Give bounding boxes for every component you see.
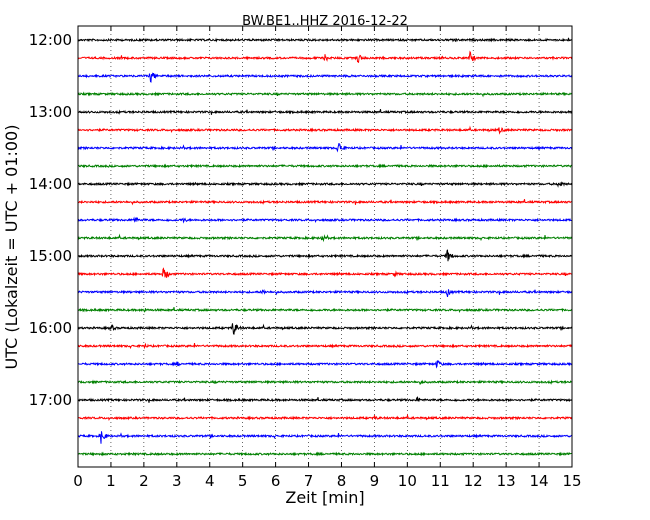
traces xyxy=(77,37,573,457)
x-tick-label: 11 xyxy=(431,472,450,490)
trace-1530 xyxy=(77,288,573,298)
grid-lines xyxy=(110,26,540,467)
trace-1645 xyxy=(77,379,573,385)
x-tick-label: 8 xyxy=(337,472,347,490)
y-axis-label: UTC (Lokalzeit = UTC + 01:00) xyxy=(2,125,21,370)
x-tick-label: 1 xyxy=(106,472,116,490)
trace-1315 xyxy=(77,125,573,135)
trace-1215 xyxy=(77,50,573,63)
x-tick-label: 12 xyxy=(464,472,483,490)
x-tick-label: 3 xyxy=(172,472,182,490)
trace-1715 xyxy=(77,413,573,421)
trace-1515 xyxy=(77,267,573,279)
trace-1230 xyxy=(77,72,573,83)
x-axis-ticks: 0 1 2 3 4 5 6 7 8 9 10 11 12 13 14 15 xyxy=(73,26,582,490)
trace-1330 xyxy=(77,143,573,153)
x-tick-label: 9 xyxy=(370,472,380,490)
x-tick-label: 5 xyxy=(238,472,248,490)
trace-1245 xyxy=(77,91,573,98)
chart-title: BW.BE1..HHZ 2016-12-22 xyxy=(242,14,408,29)
trace-1600 xyxy=(77,323,573,335)
trace-1545 xyxy=(77,307,573,313)
x-tick-label: 6 xyxy=(271,472,281,490)
y-axis-ticks: 12:00 13:00 14:00 15:00 16:00 17:00 xyxy=(29,31,572,409)
trace-1745 xyxy=(77,451,573,457)
y-tick-label: 16:00 xyxy=(29,319,72,337)
trace-1615 xyxy=(77,342,573,350)
x-tick-label: 4 xyxy=(205,472,215,490)
trace-1200 xyxy=(77,37,573,43)
trace-1700 xyxy=(77,396,573,403)
x-tick-label: 2 xyxy=(139,472,149,490)
y-tick-label: 12:00 xyxy=(29,31,72,49)
trace-1300 xyxy=(77,109,573,115)
trace-1445 xyxy=(77,233,573,243)
y-tick-label: 14:00 xyxy=(29,175,72,193)
x-tick-label: 0 xyxy=(73,472,83,490)
trace-1415 xyxy=(77,199,573,206)
x-tick-label: 7 xyxy=(304,472,314,490)
trace-1500 xyxy=(77,249,573,262)
x-tick-label: 14 xyxy=(530,472,549,490)
x-tick-label: 13 xyxy=(497,472,516,490)
trace-1400 xyxy=(77,181,573,188)
y-tick-label: 13:00 xyxy=(29,103,72,121)
x-axis-label: Zeit [min] xyxy=(285,488,364,507)
y-tick-label: 17:00 xyxy=(29,391,72,409)
trace-1430 xyxy=(77,216,573,224)
trace-1730 xyxy=(77,431,573,444)
trace-1345 xyxy=(77,163,573,169)
plot-frame xyxy=(77,25,573,468)
y-tick-label: 15:00 xyxy=(29,247,72,265)
x-tick-label: 15 xyxy=(562,472,581,490)
trace-1630 xyxy=(77,360,573,369)
x-tick-label: 10 xyxy=(398,472,417,490)
